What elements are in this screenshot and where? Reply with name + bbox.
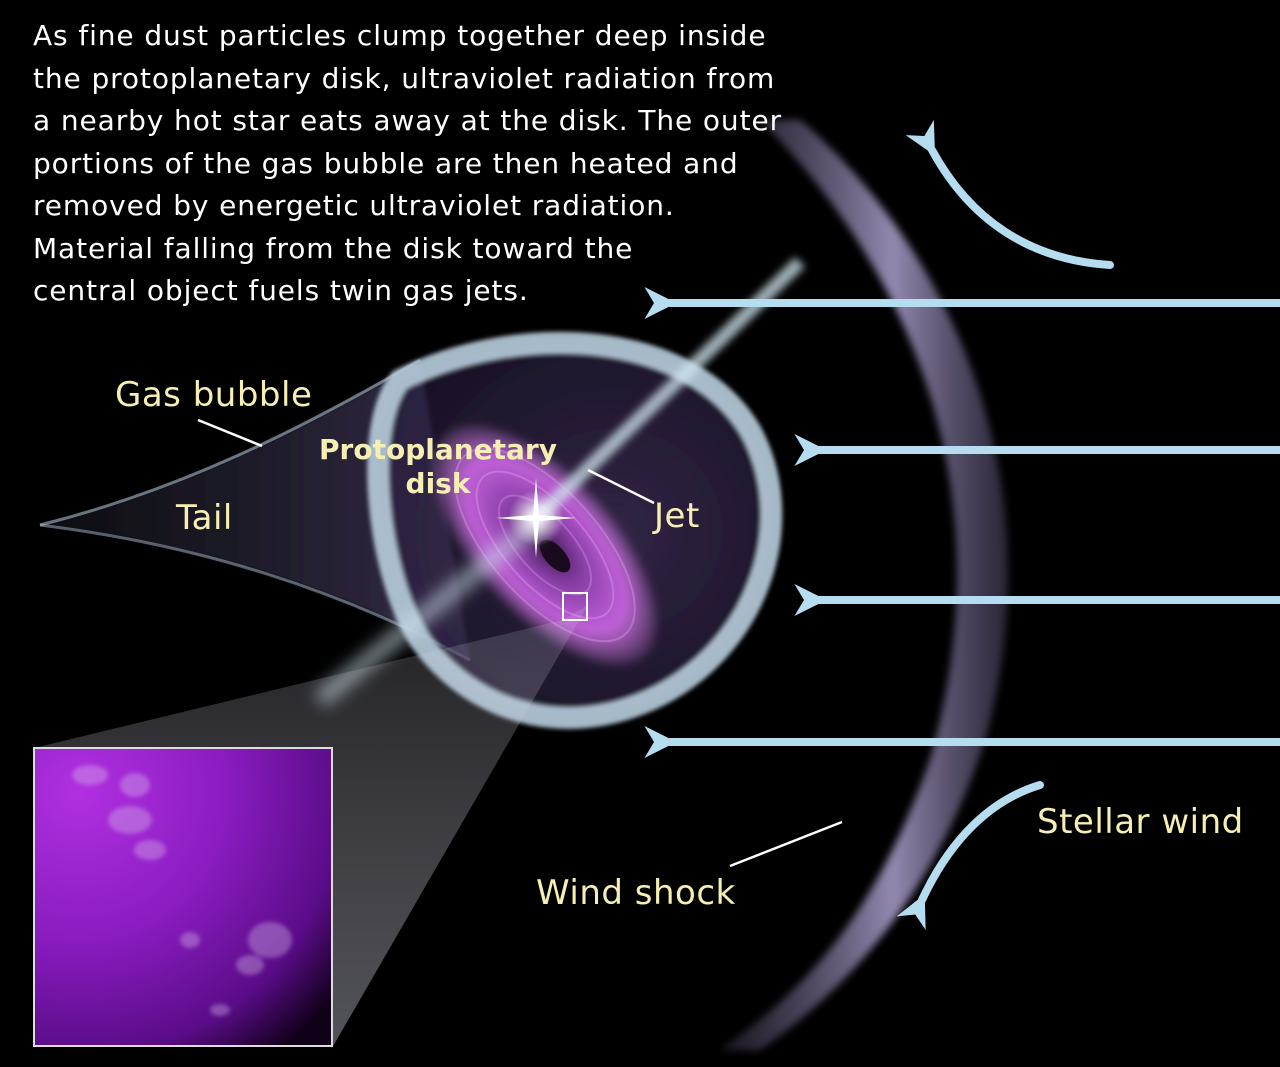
label-jet: Jet xyxy=(654,496,700,536)
label-disk-line-2: disk xyxy=(405,467,471,500)
leader-lines xyxy=(197,418,843,868)
label-stellar-wind: Stellar wind xyxy=(1037,802,1244,842)
caption-line-7: central object fuels twin gas jets. xyxy=(33,274,529,307)
wind-shock-shape xyxy=(720,120,1009,1050)
label-disk-line-1: Protoplanetary xyxy=(319,433,557,466)
caption-line-3: a nearby hot star eats away at the disk.… xyxy=(33,104,782,137)
stellar-wind-arrows xyxy=(644,119,1280,930)
caption-line-1: As fine dust particles clump together de… xyxy=(33,19,767,52)
label-protoplanetary-disk: Protoplanetary disk xyxy=(304,433,572,501)
caption-line-2: the protoplanetary disk, ultraviolet rad… xyxy=(33,61,776,95)
deflection-arrow-top xyxy=(905,119,1114,269)
caption-line-4: portions of the gas bubble are then heat… xyxy=(33,146,739,180)
central-star xyxy=(496,478,576,558)
leader-gas-bubble xyxy=(197,418,263,448)
protoplanetary-disk-shape xyxy=(431,424,659,666)
caption-line-6: Material falling from the disk toward th… xyxy=(33,231,634,265)
caption-line-5: removed by energetic ultraviolet radiati… xyxy=(33,189,675,222)
deflection-arrow-bottom xyxy=(896,781,1044,930)
label-wind-shock: Wind shock xyxy=(536,873,736,913)
caption-text: As fine dust particles clump together de… xyxy=(33,15,782,313)
inset-panel xyxy=(33,747,333,1047)
label-tail: Tail xyxy=(176,498,233,538)
label-gas-bubble: Gas bubble xyxy=(115,375,313,415)
zoom-box xyxy=(562,592,588,621)
leader-jet xyxy=(587,468,655,505)
leader-wind-shock xyxy=(729,820,843,868)
